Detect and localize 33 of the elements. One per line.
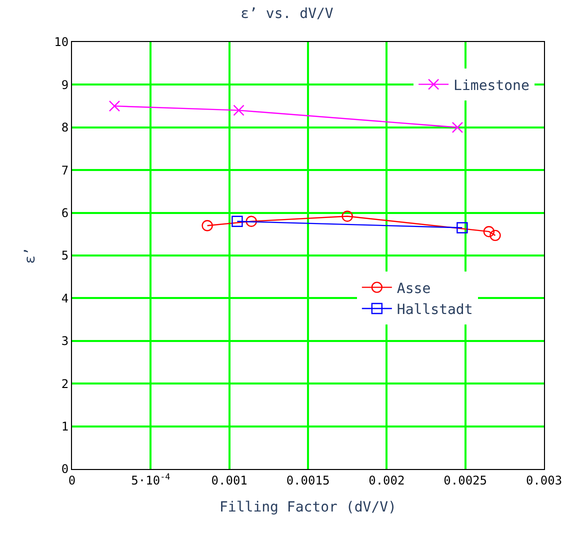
point — [246, 216, 257, 227]
point — [342, 210, 353, 222]
x-tick-label: 0.0025 — [444, 473, 488, 488]
y-tick-label: 1 — [61, 420, 69, 434]
x-axis-title: Filling Factor (dV/V) — [219, 500, 397, 516]
chart-title: ε’ vs. dV/V — [240, 6, 334, 22]
point — [483, 226, 495, 238]
point — [108, 100, 120, 112]
y-tick-label: 5 — [61, 248, 69, 263]
point — [490, 230, 501, 242]
point — [456, 222, 468, 234]
y-tick-label: 4 — [61, 291, 69, 306]
y-tick-label: 10 — [54, 35, 69, 50]
x-tick-label: 0.001 — [211, 473, 248, 488]
y-tick-label: 0 — [61, 462, 69, 476]
y-tick-label: 3 — [61, 334, 69, 348]
point — [232, 216, 243, 227]
y-tick-label: 6 — [61, 206, 69, 220]
y-axis-title: ε’ — [22, 247, 39, 264]
x-tick-label: 5·10$^{-4}$ — [131, 471, 170, 488]
y-tick-label: 2 — [61, 376, 69, 391]
point — [452, 122, 464, 133]
x-tick-label: 0.003 — [526, 473, 562, 488]
y-tick-label: 7 — [61, 163, 69, 178]
point — [202, 220, 213, 232]
legend-label: Hallstadt — [396, 302, 473, 318]
x-tick-label: 0.002 — [368, 473, 405, 488]
y-tick-label: 9 — [61, 78, 69, 92]
legend-label: Limestone — [454, 78, 530, 94]
legend-label: Asse — [396, 280, 431, 297]
x-tick-label: 0.0015 — [286, 473, 330, 488]
y-tick-label: 8 — [61, 120, 69, 135]
point — [233, 104, 244, 116]
